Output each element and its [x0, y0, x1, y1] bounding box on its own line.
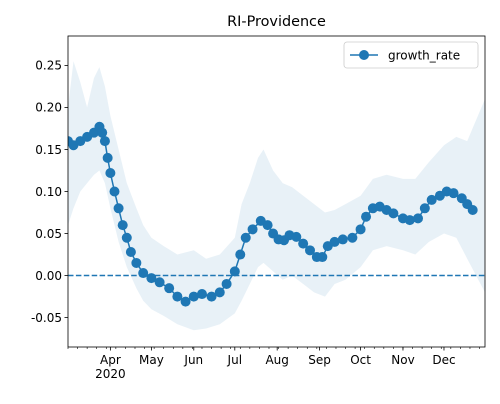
data-point [146, 273, 157, 284]
data-point [105, 168, 116, 179]
data-point [304, 245, 315, 256]
data-point [196, 289, 207, 300]
data-point [99, 136, 110, 147]
data-point [404, 215, 415, 226]
x-tick-label: Apr [100, 353, 121, 367]
legend-label: growth_rate [388, 48, 460, 62]
y-axis: -0.05 0.00 0.05 0.10 0.15 0.20 0.25 [31, 59, 68, 325]
chart-title: RI-Providence [227, 14, 326, 30]
data-point [347, 232, 358, 243]
data-point [317, 252, 328, 263]
data-point [164, 283, 175, 294]
data-point [448, 188, 459, 199]
data-point [131, 257, 142, 268]
data-point [247, 224, 258, 235]
data-point [102, 152, 113, 163]
data-point [426, 194, 437, 205]
data-point [206, 291, 217, 302]
legend-marker-icon [359, 50, 369, 60]
y-tick-label: 0.15 [35, 143, 62, 157]
data-point [361, 211, 372, 222]
data-point [138, 268, 149, 279]
data-point [109, 186, 120, 197]
data-point [221, 278, 232, 289]
data-point [117, 220, 128, 231]
x-tick-label: Sep [308, 353, 331, 367]
x-tick-label: Jul [227, 353, 242, 367]
data-point [125, 247, 136, 258]
y-tick-label: 0.00 [35, 269, 62, 283]
data-point [298, 238, 309, 249]
data-point [329, 236, 340, 247]
data-point [235, 249, 246, 260]
data-point [229, 266, 240, 277]
data-point [355, 224, 366, 235]
y-tick-label: 0.20 [35, 101, 62, 115]
y-tick-label: 0.25 [35, 59, 62, 73]
confidence-band [68, 61, 485, 331]
plot-clip-group [68, 61, 485, 331]
data-point [419, 203, 430, 214]
data-point [262, 220, 273, 231]
x-tick-sublabel: 2020 [95, 367, 126, 381]
data-point [180, 296, 191, 307]
legend: growth_rate [343, 41, 479, 69]
data-point [172, 291, 183, 302]
data-point [214, 287, 225, 298]
x-tick-label: Nov [391, 353, 414, 367]
y-tick-label: 0.05 [35, 227, 62, 241]
plot-area [68, 61, 485, 331]
data-point [240, 232, 251, 243]
data-point [97, 127, 108, 138]
data-point [467, 204, 478, 215]
x-tick-label: May [139, 353, 164, 367]
y-tick-label: 0.10 [35, 185, 62, 199]
data-point [121, 232, 132, 243]
legend-box [343, 41, 479, 69]
y-tick-label: -0.05 [31, 311, 62, 325]
data-point [388, 208, 399, 219]
data-point [188, 291, 199, 302]
data-point [337, 234, 348, 245]
x-tick-label: Dec [432, 353, 455, 367]
data-point [291, 231, 302, 242]
x-tick-label: Jun [183, 353, 203, 367]
x-tick-label: Oct [350, 353, 371, 367]
data-point [113, 203, 124, 214]
data-point [154, 277, 165, 288]
data-point [413, 213, 424, 224]
x-tick-label: Aug [265, 353, 288, 367]
